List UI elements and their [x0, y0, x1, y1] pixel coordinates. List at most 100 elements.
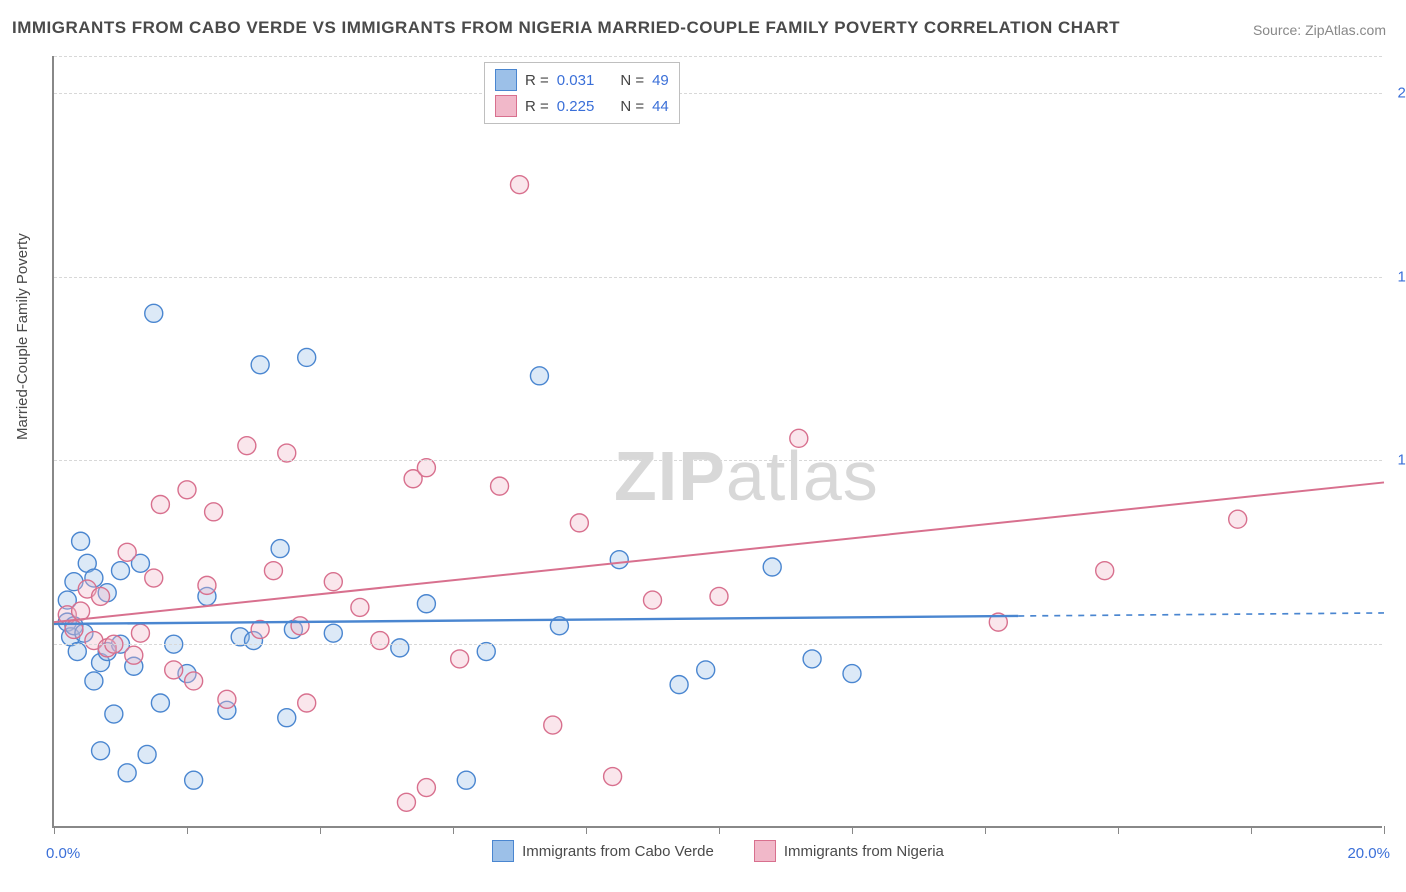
- data-point: [790, 429, 808, 447]
- data-point: [530, 367, 548, 385]
- data-point: [178, 481, 196, 499]
- swatch-nigeria: [495, 95, 517, 117]
- R-label: R =: [525, 72, 549, 89]
- gridline: [54, 277, 1382, 278]
- R-label: R =: [525, 98, 549, 115]
- data-point: [165, 661, 183, 679]
- data-point: [264, 562, 282, 580]
- data-point: [763, 558, 781, 576]
- data-point: [417, 459, 435, 477]
- chart-svg: [54, 56, 1382, 826]
- y-axis-label: Married-Couple Family Poverty: [14, 233, 31, 440]
- data-point: [238, 437, 256, 455]
- data-point: [843, 665, 861, 683]
- data-point: [451, 650, 469, 668]
- data-point: [1096, 562, 1114, 580]
- y-tick-label: 20.0%: [1390, 84, 1406, 101]
- data-point: [278, 444, 296, 462]
- x-tick: [1118, 826, 1119, 834]
- legend-stats-row: R = 0.031 N = 49: [495, 67, 669, 93]
- data-point: [324, 573, 342, 591]
- data-point: [125, 646, 143, 664]
- data-point: [697, 661, 715, 679]
- N-value-nigeria: 44: [652, 98, 669, 115]
- N-label: N =: [620, 72, 644, 89]
- data-point: [118, 543, 136, 561]
- legend-stats: R = 0.031 N = 49 R = 0.225 N = 44: [484, 62, 680, 124]
- data-point: [72, 532, 90, 550]
- series-label-nigeria: Immigrants from Nigeria: [784, 843, 944, 860]
- data-point: [610, 551, 628, 569]
- x-axis-origin-label: 0.0%: [46, 845, 80, 862]
- data-point: [271, 540, 289, 558]
- swatch-cabo-verde: [495, 69, 517, 91]
- x-tick: [719, 826, 720, 834]
- data-point: [278, 709, 296, 727]
- N-value-cabo-verde: 49: [652, 72, 669, 89]
- data-point: [604, 768, 622, 786]
- R-value-cabo-verde: 0.031: [557, 72, 595, 89]
- series-label-cabo-verde: Immigrants from Cabo Verde: [522, 843, 714, 860]
- data-point: [251, 356, 269, 374]
- data-point: [145, 569, 163, 587]
- x-tick: [985, 826, 986, 834]
- data-point: [118, 764, 136, 782]
- x-tick: [1251, 826, 1252, 834]
- data-point: [644, 591, 662, 609]
- R-value-nigeria: 0.225: [557, 98, 595, 115]
- data-point: [92, 587, 110, 605]
- data-point: [457, 771, 475, 789]
- swatch-nigeria: [754, 840, 776, 862]
- legend-series: Immigrants from Cabo Verde Immigrants fr…: [54, 840, 1382, 862]
- data-point: [417, 779, 435, 797]
- gridline: [54, 644, 1382, 645]
- data-point: [417, 595, 435, 613]
- y-tick-label: 15.0%: [1390, 268, 1406, 285]
- source-credit: Source: ZipAtlas.com: [1253, 22, 1386, 38]
- data-point: [92, 742, 110, 760]
- data-point: [397, 793, 415, 811]
- gridline: [54, 56, 1382, 57]
- gridline: [54, 460, 1382, 461]
- y-tick-label: 10.0%: [1390, 452, 1406, 469]
- plot-area: ZIPatlas R = 0.031 N = 49 R = 0.225 N = …: [52, 56, 1382, 828]
- data-point: [205, 503, 223, 521]
- y-tick-label: 5.0%: [1390, 636, 1406, 653]
- x-tick: [1384, 826, 1385, 834]
- data-point: [670, 676, 688, 694]
- data-point: [291, 617, 309, 635]
- data-point: [151, 694, 169, 712]
- data-point: [351, 598, 369, 616]
- data-point: [491, 477, 509, 495]
- data-point: [145, 304, 163, 322]
- data-point: [68, 643, 86, 661]
- data-point: [803, 650, 821, 668]
- data-point: [298, 694, 316, 712]
- data-point: [131, 624, 149, 642]
- data-point: [710, 587, 728, 605]
- x-tick: [320, 826, 321, 834]
- x-tick: [453, 826, 454, 834]
- data-point: [544, 716, 562, 734]
- x-axis-max-label: 20.0%: [1347, 845, 1390, 862]
- data-point: [570, 514, 588, 532]
- data-point: [218, 690, 236, 708]
- data-point: [198, 576, 216, 594]
- data-point: [324, 624, 342, 642]
- data-point: [138, 745, 156, 763]
- x-tick: [852, 826, 853, 834]
- data-point: [72, 602, 90, 620]
- data-point: [298, 348, 316, 366]
- legend-item-nigeria: Immigrants from Nigeria: [754, 840, 944, 862]
- data-point: [511, 176, 529, 194]
- data-point: [1229, 510, 1247, 528]
- trend-line-extrapolated: [1018, 613, 1384, 616]
- gridline: [54, 93, 1382, 94]
- x-tick: [54, 826, 55, 834]
- swatch-cabo-verde: [492, 840, 514, 862]
- data-point: [185, 672, 203, 690]
- data-point: [85, 672, 103, 690]
- data-point: [105, 705, 123, 723]
- data-point: [371, 632, 389, 650]
- data-point: [477, 643, 495, 661]
